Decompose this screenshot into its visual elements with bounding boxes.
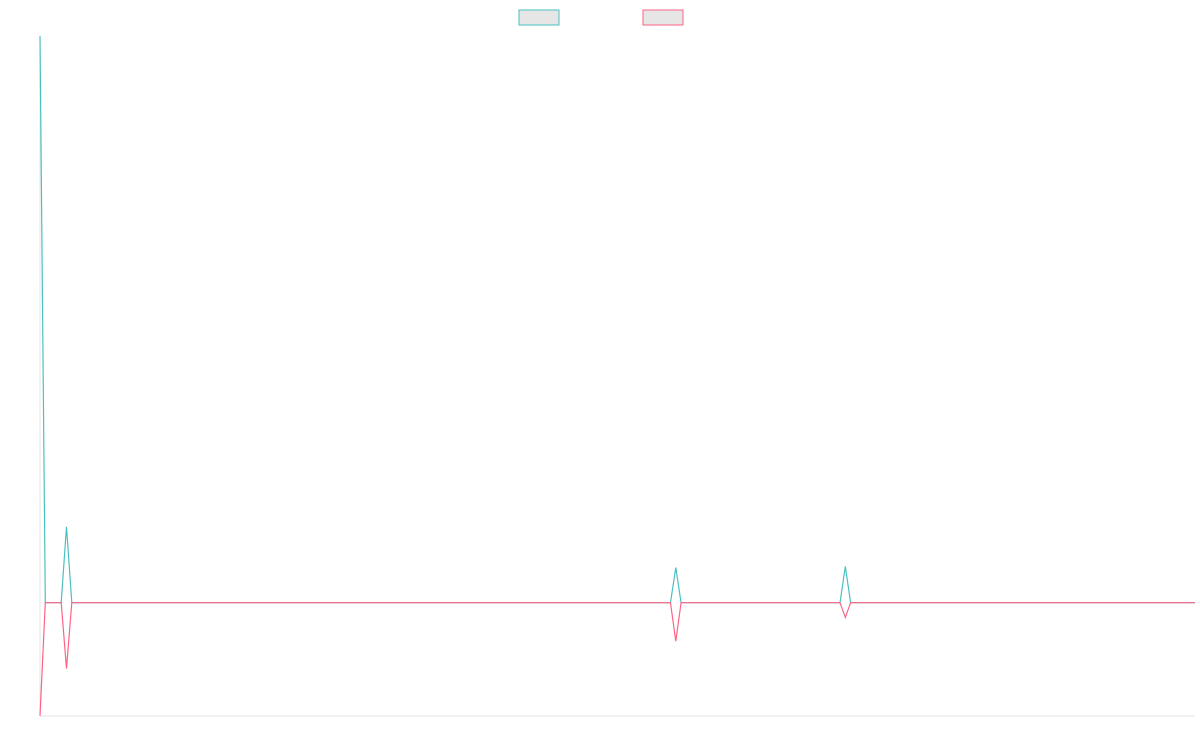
data-line [39, 35, 1195, 604]
legend-swatch[interactable] [642, 9, 684, 26]
legend-swatch[interactable] [518, 9, 560, 26]
data-line [39, 602, 1195, 717]
